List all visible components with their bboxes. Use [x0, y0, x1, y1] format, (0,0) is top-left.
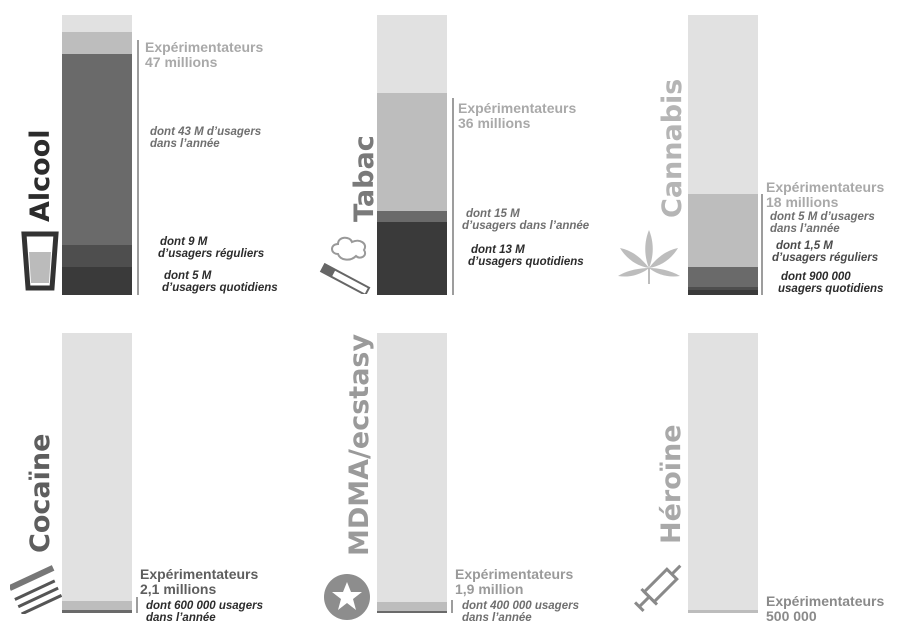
- tabac-daily-line2: d’usagers quotidiens: [468, 256, 584, 268]
- cocaine-annual-segment: [62, 610, 132, 613]
- star-pill-icon: [324, 574, 370, 620]
- mdma-bracket-line: [451, 600, 453, 613]
- heroine-experimenters-segment: [688, 610, 758, 613]
- tabac-daily-label: dont 13 M d’usagers quotidiens: [468, 244, 584, 268]
- alcool-annual-line2: dans l’année: [150, 138, 220, 150]
- mdma-exp-value: 1,9 million: [455, 581, 524, 597]
- mdma-annual-label: dont 400 000 usagers dans l’année: [462, 600, 579, 624]
- cannabis-daily-line1: dont 900 000: [781, 271, 851, 283]
- cannabis-exp-value: 18 millions: [766, 194, 839, 210]
- alcool-regular-label: dont 9 M d’usagers réguliers: [158, 236, 264, 260]
- alcool-annual-line1: dont 43 M d’usagers: [150, 126, 262, 138]
- alcool-exp-value: 47 millions: [145, 54, 218, 70]
- alcool-regular-line2: d’usagers réguliers: [158, 248, 265, 260]
- alcool-bar: [62, 15, 132, 295]
- cannabis-exp-label: Expérimentateurs 18 millions: [766, 180, 884, 210]
- cannabis-category-label: Cannabis: [657, 78, 688, 218]
- mdma-experimenters-segment: [377, 602, 447, 613]
- tabac-bar: [377, 15, 447, 295]
- cannabis-daily-segment: [688, 290, 758, 295]
- heroine-exp-title: Expérimentateurs: [766, 593, 885, 609]
- alcool-bracket-line: [137, 40, 139, 295]
- tabac-annual-line1: dont 15 M: [466, 208, 520, 220]
- syringe-icon: [634, 564, 682, 612]
- alcool-annual-label: dont 43 M d’usagers dans l’année: [150, 126, 261, 150]
- cannabis-exp-title: Expérimentateurs: [766, 179, 885, 195]
- cocaine-annual-line2: dans l’année: [146, 612, 216, 624]
- cigarette-icon: [319, 236, 371, 294]
- alcool-exp-title: Expérimentateurs: [145, 39, 264, 55]
- cocaine-annual-line1: dont 600 000 usagers: [146, 600, 263, 612]
- cannabis-annual-label: dont 5 M d’usagers dans l’année: [770, 211, 875, 235]
- cannabis-annual-line2: dans l’année: [770, 223, 840, 235]
- mdma-annual-segment: [377, 611, 447, 613]
- cocaine-category-label: Cocaïne: [25, 433, 56, 553]
- cocaine-annual-label: dont 600 000 usagers dans l’année: [146, 600, 263, 624]
- heroine-exp-value: 500 000: [766, 608, 817, 624]
- mdma-annual-line1: dont 400 000 usagers: [462, 600, 579, 612]
- alcool-regular-line1: dont 9 M: [160, 236, 208, 248]
- mdma-annual-line2: dans l’année: [462, 612, 532, 624]
- tabac-bracket-line: [452, 98, 454, 295]
- alcool-daily-segment: [62, 267, 132, 295]
- mdma-exp-title: Expérimentateurs: [455, 566, 574, 582]
- tabac-daily-line1: dont 13 M: [471, 244, 525, 256]
- beer-glass-icon: [21, 231, 59, 291]
- cannabis-bracket-line: [761, 194, 763, 295]
- cocaine-exp-label: Expérimentateurs 2,1 millions: [140, 567, 258, 597]
- cocaine-bar: [62, 333, 132, 613]
- alcool-exp-label: Expérimentateurs 47 millions: [145, 40, 263, 70]
- tabac-exp-value: 36 millions: [458, 115, 531, 131]
- tabac-annual-label: dont 15 M d’usagers dans l’année: [462, 208, 589, 232]
- cannabis-regular-line2: d’usagers réguliers: [772, 252, 879, 264]
- tabac-exp-title: Expérimentateurs: [458, 100, 577, 116]
- tabac-category-label: Tabac: [349, 135, 380, 222]
- cocaine-exp-value: 2,1 millions: [140, 581, 217, 597]
- tabac-exp-label: Expérimentateurs 36 millions: [458, 101, 576, 131]
- cocaine-lines-icon: [10, 565, 62, 614]
- cocaine-bracket-line: [136, 597, 138, 613]
- heroine-exp-label: Expérimentateurs 500 000: [766, 594, 884, 624]
- cannabis-annual-line1: dont 5 M d’usagers: [770, 211, 875, 223]
- alcool-daily-label: dont 5 M d’usagers quotidiens: [162, 270, 278, 294]
- heroine-category-label: Héroïne: [656, 424, 687, 544]
- alcool-daily-line1: dont 5 M: [164, 270, 212, 282]
- tabac-daily-segment: [377, 222, 447, 295]
- heroine-bar: [688, 333, 758, 613]
- cannabis-regular-label: dont 1,5 M d’usagers réguliers: [772, 240, 878, 264]
- alcool-category-label: Alcool: [25, 129, 56, 222]
- cannabis-bar: [688, 15, 758, 295]
- mdma-exp-label: Expérimentateurs 1,9 million: [455, 567, 573, 597]
- alcool-daily-line2: d’usagers quotidiens: [162, 282, 278, 294]
- cannabis-regular-line1: dont 1,5 M: [776, 240, 833, 252]
- mdma-category-label: MDMA/ecstasy: [344, 333, 375, 556]
- cannabis-daily-line2: usagers quotidiens: [778, 283, 884, 295]
- cocaine-exp-title: Expérimentateurs: [140, 566, 259, 582]
- cannabis-leaf-icon: [618, 230, 680, 284]
- tabac-annual-line2: d’usagers dans l’année: [462, 220, 590, 232]
- cannabis-daily-label: dont 900 000 usagers quotidiens: [778, 271, 883, 295]
- mdma-bar: [377, 333, 447, 613]
